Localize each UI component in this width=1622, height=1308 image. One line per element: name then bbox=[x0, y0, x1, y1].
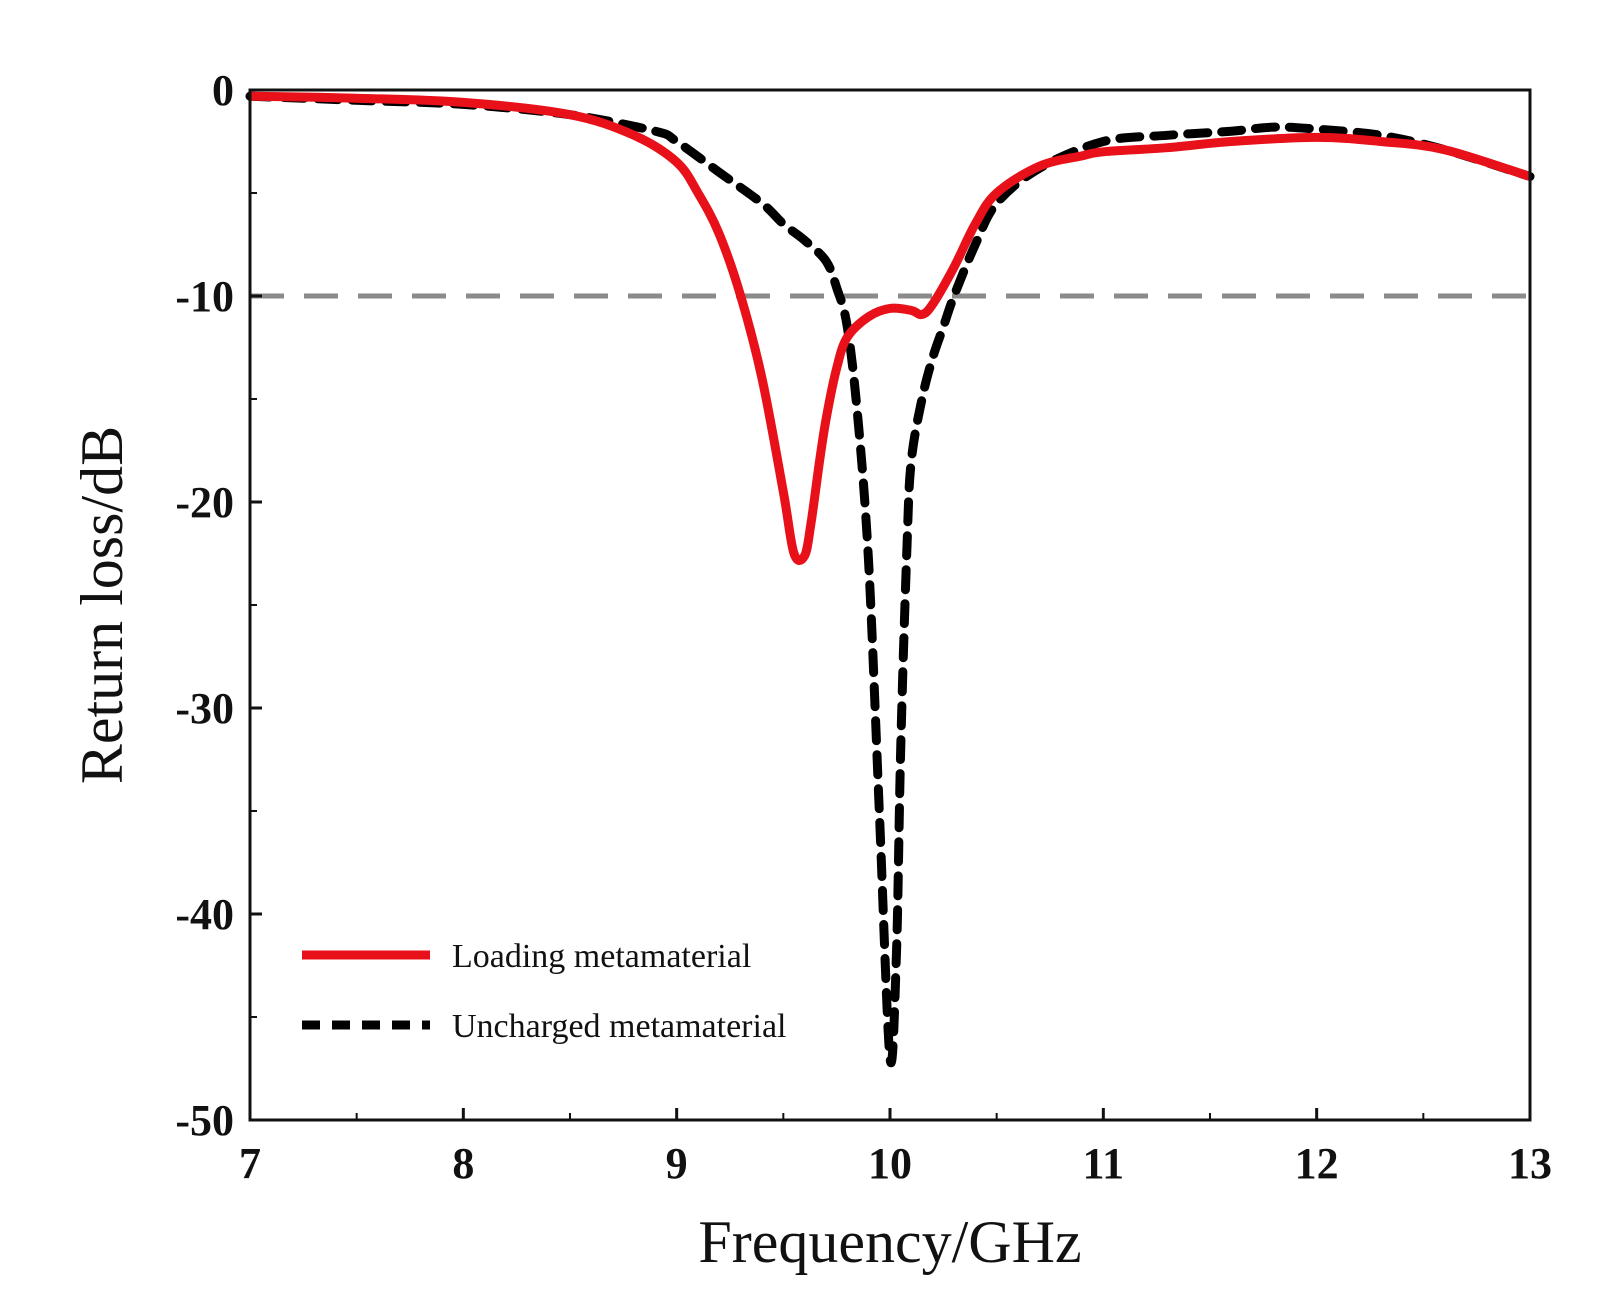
y-tick-label: -30 bbox=[175, 684, 234, 733]
x-axis-title: Frequency/GHz bbox=[698, 1209, 1081, 1275]
y-tick-label: 0 bbox=[212, 66, 234, 115]
y-axis-title: Return loss/dB bbox=[69, 426, 135, 784]
series-line-loading-metamaterial bbox=[249, 91, 1532, 565]
y-tick-label: -40 bbox=[175, 890, 234, 939]
legend-label-loading: Loading metamaterial bbox=[452, 938, 751, 975]
tick-labels-layer: 7 8 9 10 11 12 13 0 -10 -20 -30 -40 -50 bbox=[175, 66, 1552, 1188]
x-tick-label: 7 bbox=[239, 1139, 261, 1188]
ticks-layer bbox=[248, 88, 1532, 1122]
plot-frame bbox=[248, 88, 1532, 1122]
y-tick-label: -20 bbox=[175, 478, 234, 527]
x-tick-label: 10 bbox=[868, 1139, 912, 1188]
legend-label-uncharged: Uncharged metamaterial bbox=[452, 1008, 787, 1045]
x-tick-label: 13 bbox=[1508, 1139, 1552, 1188]
y-tick-label: -10 bbox=[175, 272, 234, 321]
x-tick-label: 11 bbox=[1083, 1139, 1125, 1188]
series-line-uncharged-metamaterial bbox=[245, 91, 1535, 1068]
x-tick-label: 12 bbox=[1295, 1139, 1339, 1188]
x-tick-label: 8 bbox=[452, 1139, 474, 1188]
legend: Loading metamaterial Uncharged metamater… bbox=[302, 938, 787, 1045]
y-tick-label: -50 bbox=[175, 1096, 234, 1145]
x-tick-label: 9 bbox=[666, 1139, 688, 1188]
series-layer bbox=[245, 91, 1535, 1068]
